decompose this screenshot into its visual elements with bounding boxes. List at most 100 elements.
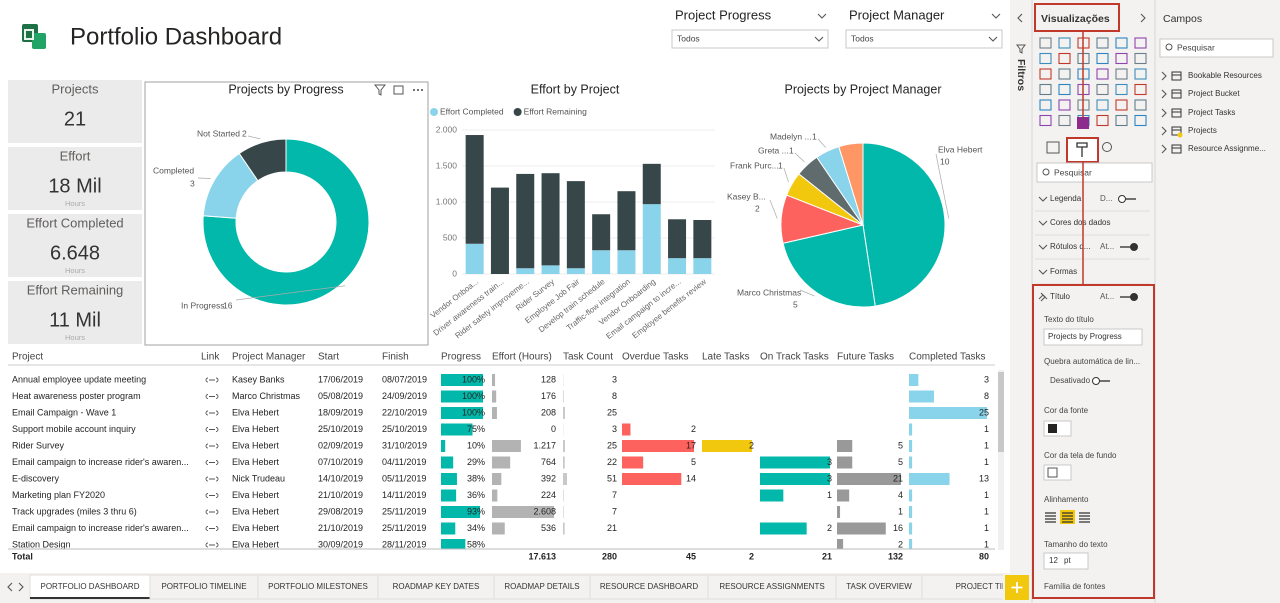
viz-icon[interactable]: [1134, 83, 1147, 96]
scrollbar-thumb[interactable]: [998, 372, 1004, 452]
tab[interactable]: [835, 574, 923, 600]
align-icon[interactable]: [1045, 512, 1056, 523]
viz-icon[interactable]: [1115, 37, 1128, 49]
slicer-dropdown[interactable]: [845, 29, 1003, 49]
bar-segment[interactable]: [592, 214, 611, 251]
viz-icon[interactable]: [1039, 37, 1052, 49]
viz-icon[interactable]: [1058, 52, 1071, 65]
viz-icon[interactable]: [1096, 114, 1109, 127]
column-header[interactable]: Overdue Tasks: [622, 352, 689, 363]
tab-label[interactable]: TASK OVERVIEW: [846, 582, 912, 591]
text-input[interactable]: [1043, 328, 1143, 346]
viz-icon[interactable]: [1115, 114, 1128, 127]
format-brush-icon[interactable]: [1076, 142, 1088, 157]
column-header[interactable]: Link: [201, 352, 220, 363]
link-icon[interactable]: [205, 410, 219, 416]
tab[interactable]: [707, 574, 837, 600]
tab-label[interactable]: PORTFOLIO MILESTONES: [268, 582, 368, 591]
field-table[interactable]: Project Tasks: [1188, 108, 1235, 117]
fields-tab-icon[interactable]: [1046, 141, 1060, 154]
bar-segment[interactable]: [668, 258, 687, 274]
viz-icon[interactable]: [1058, 99, 1071, 111]
column-header[interactable]: Late Tasks: [702, 352, 750, 363]
tab[interactable]: [589, 574, 709, 600]
viz-icon[interactable]: [1134, 114, 1147, 127]
viz-icon[interactable]: [1134, 99, 1147, 111]
slice[interactable]: [202, 138, 370, 306]
column-header[interactable]: Task Count: [563, 352, 613, 363]
column-header[interactable]: On Track Tasks: [760, 352, 829, 363]
bar-segment[interactable]: [617, 250, 636, 274]
bar-segment[interactable]: [541, 173, 560, 266]
viz-icon[interactable]: [1039, 68, 1052, 80]
viz-icon[interactable]: [1134, 37, 1147, 49]
viz-icon[interactable]: [1096, 37, 1109, 49]
link-icon[interactable]: [205, 460, 219, 465]
bar-segment[interactable]: [566, 268, 585, 274]
format-section[interactable]: Formas: [1050, 267, 1077, 276]
pane-title[interactable]: Filtros: [1015, 59, 1027, 91]
toggle-knob[interactable]: [1118, 195, 1126, 203]
viz-icon[interactable]: [1058, 68, 1071, 80]
viz-icon[interactable]: [1058, 114, 1071, 127]
field-table[interactable]: Bookable Resources: [1188, 71, 1262, 80]
link-icon[interactable]: [205, 542, 219, 548]
viz-icon[interactable]: [1115, 52, 1128, 65]
link-icon[interactable]: [205, 427, 219, 432]
bar-segment[interactable]: [642, 163, 661, 205]
tab-label[interactable]: ROADMAP KEY DATES: [393, 582, 480, 591]
slice[interactable]: [238, 138, 287, 182]
viz-icon[interactable]: [1039, 114, 1052, 127]
bar-segment[interactable]: [490, 187, 509, 274]
bar-segment[interactable]: [693, 220, 712, 259]
tab-label[interactable]: PORTFOLIO TIMELINE: [161, 582, 246, 591]
link-icon[interactable]: [205, 394, 219, 399]
tab[interactable]: [921, 574, 1060, 600]
bar-segment[interactable]: [516, 268, 535, 274]
bar-segment[interactable]: [566, 181, 585, 269]
tab[interactable]: [257, 574, 379, 600]
slice[interactable]: [838, 142, 864, 226]
tab-label[interactable]: ROADMAP DETAILS: [504, 582, 579, 591]
link-icon[interactable]: [205, 526, 219, 531]
column-header[interactable]: Completed Tasks: [909, 352, 986, 363]
viz-icon[interactable]: [1096, 83, 1109, 96]
viz-icon[interactable]: [1096, 68, 1109, 80]
bar-segment[interactable]: [541, 265, 560, 274]
bar-segment[interactable]: [465, 243, 484, 274]
slicer-dropdown[interactable]: [671, 29, 829, 49]
toggle-knob[interactable]: [1130, 243, 1138, 251]
format-section[interactable]: Rótulos d...: [1050, 242, 1090, 251]
format-section[interactable]: Título: [1050, 292, 1071, 301]
viz-icon[interactable]: [1096, 99, 1109, 111]
bar-segment[interactable]: [642, 204, 661, 274]
column-header[interactable]: Progress: [441, 352, 481, 363]
viz-icon[interactable]: [1115, 68, 1128, 80]
column-header[interactable]: Start: [318, 352, 339, 363]
viz-icon[interactable]: [1115, 83, 1128, 96]
column-header[interactable]: Finish: [382, 352, 409, 363]
link-icon[interactable]: [205, 377, 219, 383]
align-icon[interactable]: [1062, 512, 1073, 523]
search-box[interactable]: [1036, 162, 1153, 183]
pane-title[interactable]: Campos: [1163, 13, 1202, 25]
align-icon[interactable]: [1079, 512, 1090, 523]
viz-icon[interactable]: [1039, 99, 1052, 111]
viz-icon[interactable]: [1134, 68, 1147, 80]
analytics-tab-icon[interactable]: [1102, 142, 1112, 152]
bar-segment[interactable]: [668, 219, 687, 259]
size-input[interactable]: [1043, 552, 1089, 570]
tab-label[interactable]: RESOURCE DASHBOARD: [600, 582, 698, 591]
viz-icon[interactable]: [1039, 83, 1052, 96]
format-section[interactable]: Legenda: [1050, 194, 1082, 203]
viz-icon[interactable]: [1039, 52, 1052, 65]
text-input-value[interactable]: Projects by Progress: [1048, 332, 1122, 341]
slice[interactable]: [862, 142, 946, 307]
slice[interactable]: [782, 224, 876, 308]
format-section[interactable]: Cores dos dados: [1050, 218, 1110, 227]
bar-segment[interactable]: [617, 191, 636, 251]
tab[interactable]: [493, 574, 591, 600]
link-icon[interactable]: [205, 493, 219, 498]
link-icon[interactable]: [205, 443, 219, 449]
viz-icon[interactable]: [1058, 37, 1071, 49]
